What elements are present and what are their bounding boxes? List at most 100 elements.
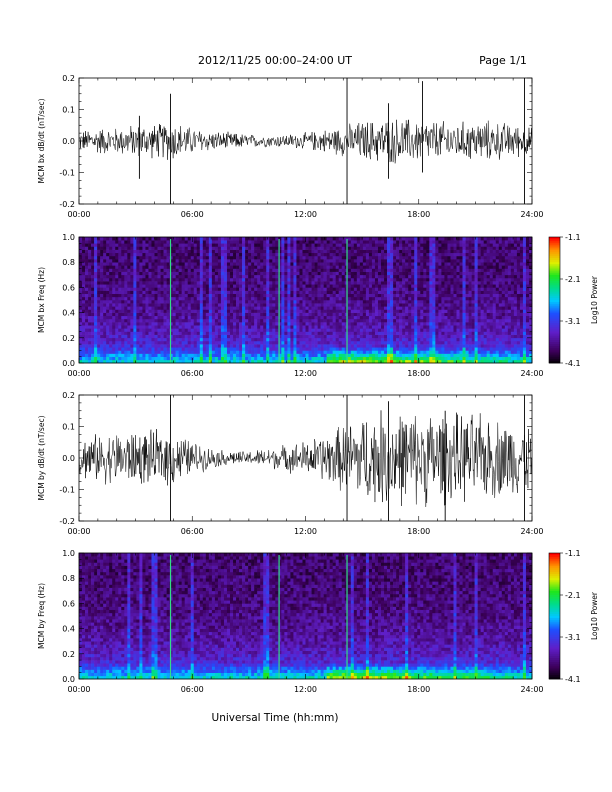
heatmap-cell [79, 252, 83, 257]
heatmap-cell [341, 325, 346, 329]
heatmap-cell [359, 309, 364, 313]
heatmap-cell [154, 337, 158, 342]
heatmap-cell [384, 277, 388, 282]
heatmap-cell [426, 322, 430, 326]
heatmap-cell [296, 306, 300, 310]
heatmap-cell [311, 318, 315, 323]
heatmap-cell [381, 246, 385, 250]
heatmap-cell [139, 268, 143, 272]
heatmap-cell [151, 309, 155, 313]
heatmap-cell [202, 243, 207, 247]
heatmap-cell [148, 309, 152, 313]
heatmap-cell [426, 350, 430, 354]
heatmap-cell [190, 331, 195, 335]
heatmap-cell [106, 287, 110, 291]
heatmap-cell [384, 315, 388, 320]
heatmap-cell [211, 265, 216, 269]
heatmap-cell [178, 334, 182, 339]
heatmap-cell [226, 249, 231, 254]
heatmap-cell [196, 274, 201, 279]
heatmap-cell [302, 331, 306, 335]
heatmap-cell [169, 271, 173, 276]
heatmap-cell [350, 290, 355, 294]
heatmap-cell [97, 290, 101, 294]
heatmap-cell [184, 337, 189, 342]
heatmap-cell [263, 340, 267, 345]
heatmap-cell [399, 300, 403, 304]
heatmap-cell [251, 293, 255, 298]
heatmap-cell [109, 334, 113, 339]
heatmap-cell [79, 322, 83, 326]
heatmap-cell [242, 340, 246, 345]
heatmap-cell [390, 331, 394, 335]
heatmap-cell [417, 312, 421, 317]
heatmap-cell [377, 340, 382, 345]
heatmap-cell [350, 293, 355, 298]
heatmap-cell [254, 303, 258, 307]
heatmap-cell [109, 255, 113, 260]
heatmap-cell [423, 274, 427, 279]
heatmap-cell [347, 337, 352, 342]
heatmap-cell [299, 290, 303, 294]
heatmap-cell [202, 249, 207, 254]
heatmap-cell [374, 277, 379, 282]
heatmap-cell [269, 353, 273, 357]
heatmap-cell [293, 277, 297, 282]
heatmap-cell [181, 281, 185, 285]
heatmap-cell [257, 281, 261, 285]
heatmap-cell [233, 249, 237, 254]
heatmap-cell [230, 274, 234, 279]
heatmap-cell [408, 259, 412, 263]
heatmap-cell [248, 325, 252, 329]
heatmap-cell [362, 331, 367, 335]
heatmap-cell [347, 318, 352, 323]
heatmap-cell [103, 337, 107, 342]
heatmap-cell [368, 287, 373, 291]
heatmap-cell [402, 328, 406, 332]
heatmap-cell [269, 344, 273, 348]
heatmap-cell [438, 249, 442, 254]
heatmap-cell [178, 322, 182, 326]
heatmap-cell [314, 350, 318, 354]
heatmap-cell [251, 274, 255, 279]
heatmap-cell [148, 240, 152, 244]
heatmap-cell [142, 334, 146, 339]
heatmap-cell [127, 237, 131, 241]
heatmap-cell [100, 353, 104, 357]
heatmap-cell [163, 243, 167, 247]
heatmap-cell [236, 293, 240, 298]
heatmap-cell [411, 255, 415, 260]
heatmap-cell [302, 249, 306, 254]
heatmap-cell [196, 344, 201, 348]
heatmap-cell [396, 277, 400, 282]
heatmap-cell [196, 240, 201, 244]
heatmap-cell [287, 353, 291, 357]
heatmap-cell [308, 296, 312, 301]
heatmap-cell [88, 265, 92, 269]
heatmap-cell [396, 271, 400, 276]
heatmap-cell [405, 296, 409, 301]
heatmap-cell [190, 315, 195, 320]
heatmap-cell [377, 243, 382, 247]
heatmap-cell [302, 271, 306, 276]
heatmap-cell [184, 268, 189, 272]
heatmap-cell [254, 309, 258, 313]
heatmap-cell [438, 325, 442, 329]
heatmap-cell [145, 344, 149, 348]
heatmap-cell [154, 284, 158, 288]
heatmap-cell [260, 306, 264, 310]
heatmap-cell [223, 290, 228, 294]
heatmap-cell [160, 340, 164, 345]
heatmap-cell [103, 265, 107, 269]
heatmap-cell [441, 325, 445, 329]
heatmap-cell [133, 312, 137, 317]
heatmap-cell [374, 344, 379, 348]
heatmap-cell [444, 303, 448, 307]
heatmap-cell [118, 340, 122, 345]
heatmap-cell [429, 353, 433, 357]
heatmap-cell [381, 359, 385, 364]
heatmap-cell [381, 344, 385, 348]
heatmap-cell [79, 309, 83, 313]
heatmap-cell [326, 340, 330, 345]
heatmap-cell [374, 334, 379, 339]
